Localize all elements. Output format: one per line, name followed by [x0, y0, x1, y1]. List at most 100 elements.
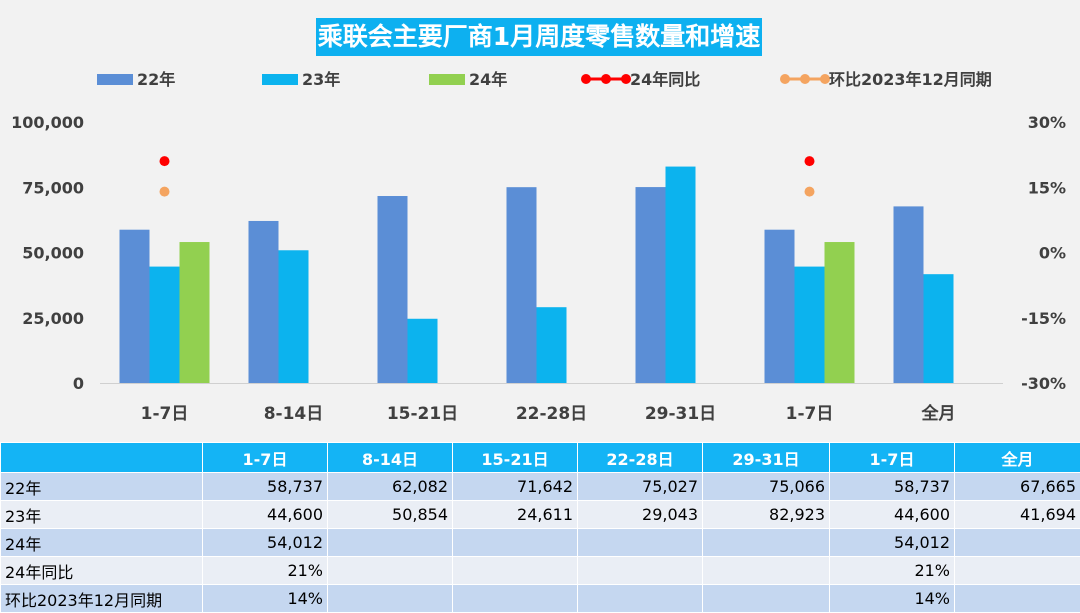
table-header-cell: 全月	[955, 443, 1080, 473]
table-cell	[703, 529, 830, 557]
legend-marker	[581, 74, 591, 84]
table-cell	[578, 557, 703, 585]
x-tick-label: 全月	[921, 403, 956, 424]
table-header-cell: 22-28日	[578, 443, 703, 473]
table-cell	[955, 585, 1080, 613]
y2-tick-label: 15%	[1028, 178, 1066, 197]
x-tick-label: 1-7日	[786, 404, 834, 424]
table-cell	[328, 585, 453, 613]
table-cell: 75,027	[578, 473, 703, 501]
table-row: 环比2023年12月同期 14% 14%	[1, 585, 1080, 613]
bar-22年	[894, 206, 924, 383]
table-cell: 82,923	[703, 501, 830, 529]
table-header-cell	[1, 443, 203, 473]
data-table: 1-7日 8-14日 15-21日 22-28日 29-31日 1-7日 全月 …	[0, 442, 1080, 613]
table-cell: 14%	[830, 585, 955, 613]
table-cell: 14%	[203, 585, 328, 613]
bar-24年	[825, 242, 855, 383]
table-cell: 24,611	[453, 501, 578, 529]
bar-22年	[765, 230, 795, 383]
table-cell: 54,012	[830, 529, 955, 557]
table-row: 22年 58,737 62,082 71,642 75,027 75,066 5…	[1, 473, 1080, 501]
row-label: 23年	[1, 501, 203, 529]
legend-label: 24年同比	[630, 70, 700, 89]
bar-23年	[537, 307, 567, 383]
table-cell: 41,694	[955, 501, 1080, 529]
legend-swatch	[97, 74, 133, 85]
table-header-cell: 1-7日	[830, 443, 955, 473]
y2-tick-label: -30%	[1021, 374, 1066, 393]
bar-23年	[666, 167, 696, 383]
table-cell: 29,043	[578, 501, 703, 529]
bar-22年	[378, 196, 408, 383]
table-cell: 21%	[203, 557, 328, 585]
x-tick-label: 22-28日	[516, 404, 587, 424]
bar-23年	[795, 267, 825, 383]
y-tick-label: 50,000	[22, 244, 84, 263]
legend-marker	[780, 74, 790, 84]
table-cell: 50,854	[328, 501, 453, 529]
x-tick-label: 1-7日	[141, 404, 189, 424]
bar-24年	[180, 242, 210, 383]
legend-label: 24年	[469, 70, 507, 89]
bar-22年	[507, 187, 537, 383]
row-label: 24年	[1, 529, 203, 557]
bar-23年	[150, 267, 180, 383]
bar-chart: 0 25,000 50,000 75,000 100,000 -30% -15% 0% 15% 3…	[0, 0, 1080, 440]
bar-22年	[120, 230, 150, 383]
legend-label: 22年	[137, 70, 175, 89]
x-tick-label: 29-31日	[645, 404, 716, 424]
table-cell: 67,665	[955, 473, 1080, 501]
y-tick-label: 100,000	[11, 113, 84, 132]
bar-23年	[279, 250, 309, 383]
point-24年同比	[805, 156, 815, 166]
table-cell: 58,737	[203, 473, 328, 501]
table-row: 24年 54,012 54,012	[1, 529, 1080, 557]
legend-marker	[800, 74, 810, 84]
bar-22年	[636, 187, 666, 383]
table-header-cell: 29-31日	[703, 443, 830, 473]
row-label: 24年同比	[1, 557, 203, 585]
y2-tick-label: 30%	[1028, 113, 1066, 132]
legend-swatch	[262, 74, 298, 85]
bar-23年	[408, 319, 438, 383]
row-label: 22年	[1, 473, 203, 501]
legend-marker	[601, 74, 611, 84]
table-header-cell: 15-21日	[453, 443, 578, 473]
point-环比2023年12月同期	[160, 187, 170, 197]
table-cell	[453, 585, 578, 613]
table-cell: 21%	[830, 557, 955, 585]
table-cell	[578, 585, 703, 613]
table-cell	[328, 557, 453, 585]
bar-23年	[924, 274, 954, 383]
y-tick-label: 25,000	[22, 309, 84, 328]
table-cell	[328, 529, 453, 557]
x-tick-label: 15-21日	[387, 404, 458, 424]
table-cell: 75,066	[703, 473, 830, 501]
chart-area: 0 25,000 50,000 75,000 100,000 -30% -15% 0% 15% 3…	[0, 0, 1080, 440]
table-cell	[453, 529, 578, 557]
point-24年同比	[160, 156, 170, 166]
legend-label: 23年	[302, 70, 340, 89]
table-cell	[955, 557, 1080, 585]
table-cell	[955, 529, 1080, 557]
row-label: 环比2023年12月同期	[1, 585, 203, 613]
point-环比2023年12月同期	[805, 187, 815, 197]
table-header-row: 1-7日 8-14日 15-21日 22-28日 29-31日 1-7日 全月	[1, 443, 1080, 473]
y2-tick-label: 0%	[1039, 244, 1066, 263]
table-cell: 71,642	[453, 473, 578, 501]
chart-title: 乘联会主要厂商1月周度零售数量和增速	[316, 18, 762, 56]
table-cell: 44,600	[830, 501, 955, 529]
table-header-cell: 1-7日	[203, 443, 328, 473]
bar-22年	[249, 221, 279, 383]
table-cell	[703, 585, 830, 613]
table-cell: 54,012	[203, 529, 328, 557]
y2-tick-label: -15%	[1021, 309, 1066, 328]
table-cell	[578, 529, 703, 557]
y-tick-label: 0	[73, 374, 84, 393]
y-tick-label: 75,000	[22, 178, 84, 197]
table-row: 24年同比 21% 21%	[1, 557, 1080, 585]
table-cell	[453, 557, 578, 585]
legend-swatch	[429, 74, 465, 85]
table-cell: 62,082	[328, 473, 453, 501]
